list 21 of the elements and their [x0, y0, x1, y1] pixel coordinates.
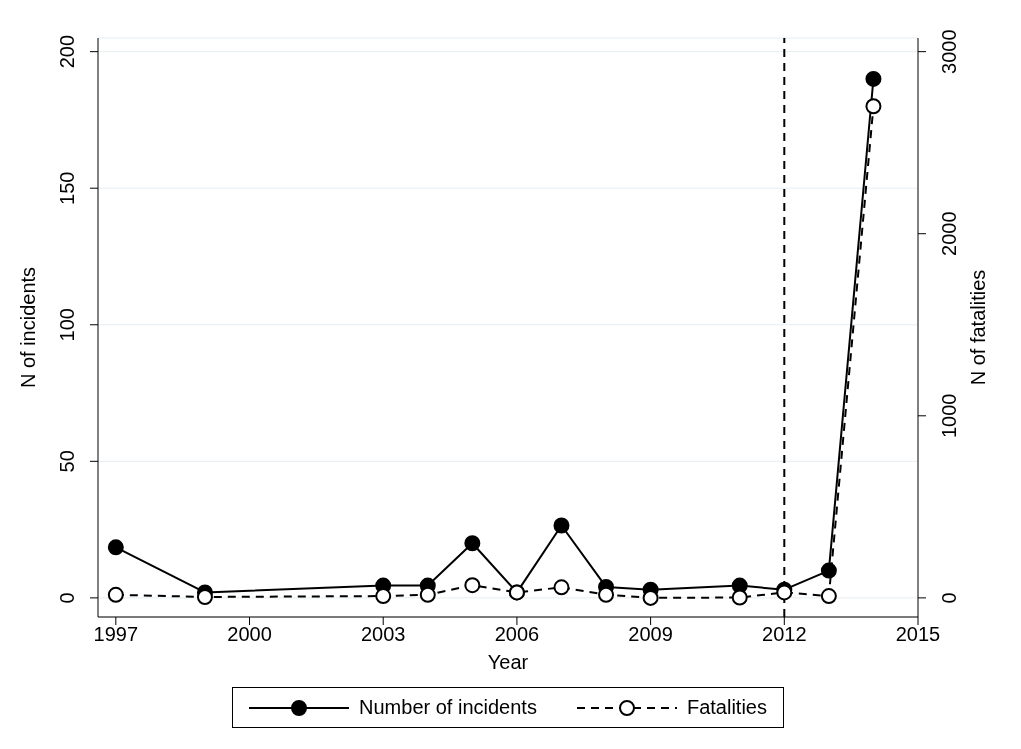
y2-axis-title: N of fatalities — [967, 269, 990, 386]
y-axis-title: N of incidents — [17, 266, 40, 389]
x-tick-label: 2000 — [227, 623, 272, 646]
y-tick-label: 100 — [56, 308, 78, 342]
x-axis-title: Year — [487, 651, 529, 673]
y2-tick-label: 1000 — [938, 393, 960, 439]
y2-tick-label: 3000 — [938, 29, 960, 74]
y2-tick-label: 0 — [938, 592, 960, 604]
y-tick-label: 200 — [56, 34, 78, 69]
x-tick-label: 2003 — [360, 623, 406, 646]
x-tick-label: 1997 — [93, 623, 139, 646]
x-tick-label: 2015 — [895, 623, 941, 646]
legend-label: Fatalities — [686, 696, 767, 719]
x-tick-label: 2006 — [494, 623, 540, 646]
x-tick-label: 2009 — [628, 623, 673, 646]
y-tick-label: 0 — [56, 592, 78, 604]
y-tick-label: 50 — [56, 450, 78, 473]
y-tick-label: 150 — [56, 171, 78, 205]
x-tick-label: 2012 — [762, 623, 807, 646]
y2-tick-label: 2000 — [938, 211, 960, 256]
legend-label: Number of incidents — [359, 696, 537, 719]
